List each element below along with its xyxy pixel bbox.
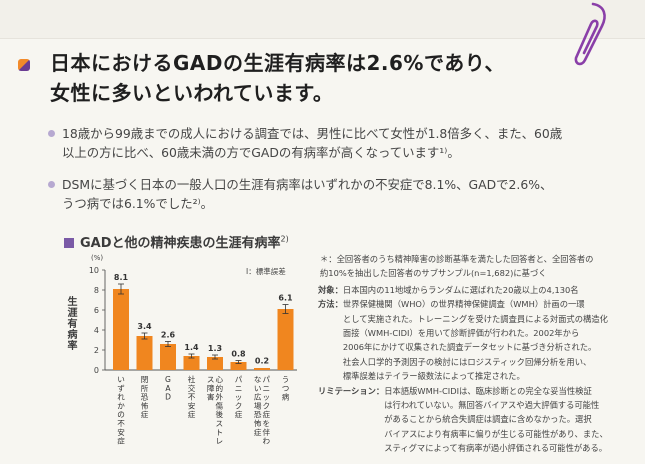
headline: 日本におけるGADの生涯有病率は2.6%であり、 女性に多いといわれています。	[18, 48, 618, 108]
x-tick-label: 心的外傷後ストレス障害	[207, 375, 224, 446]
data-label: 0.2	[255, 357, 269, 366]
bar	[183, 356, 200, 370]
x-tick-label: パニック症	[235, 375, 243, 419]
x-tick-label: パニック症を伴わない広場恐怖症	[254, 375, 271, 446]
data-label: 1.4	[184, 343, 199, 352]
y-tick-label: 0	[94, 366, 99, 375]
bar	[254, 368, 270, 370]
note-target: 対象： 日本国内の11地域からランダムに選ばれた20歳以上の4,130名	[318, 283, 623, 297]
y-tick-label: 10	[89, 266, 99, 275]
bullet-list: 18歳から99歳までの成人における調査では、男性に比べて女性が1.8倍多く、また…	[48, 124, 622, 226]
x-tick-label: 社交不安症	[188, 374, 196, 419]
note-target-text: 日本国内の11地域からランダムに選ばれた20歳以上の4,130名	[342, 284, 579, 295]
data-label: 8.1	[114, 273, 129, 282]
data-label: 0.8	[231, 350, 246, 359]
section-square-icon	[64, 238, 74, 248]
data-label: 6.1	[278, 294, 293, 303]
data-label: 1.3	[208, 344, 222, 353]
bullet-dot-icon	[48, 181, 55, 188]
note-method-label: 方法：	[318, 299, 343, 310]
data-label: 3.4	[137, 322, 152, 331]
bullet-text: 18歳から99歳までの成人における調査では、男性に比べて女性が1.8倍多く、また…	[62, 126, 563, 160]
bullet-dot-icon	[48, 130, 55, 137]
note-limitation: リミテーション： 日本語版WMH-CIDIは、臨床診断との完全な妥当性検証 は行…	[318, 384, 623, 456]
bar	[160, 344, 176, 370]
headline-marker-icon	[18, 59, 30, 71]
prevalence-chart: 生涯有病率 (%) 0 2 4 6 8 10 I：標準誤差 8.1 いずれかの不安症 3.4 閉所恐怖…	[50, 250, 310, 460]
y-unit-label: (%)	[91, 254, 103, 262]
bar	[113, 289, 129, 370]
note-limit-text: 日本語版WMH-CIDIは、臨床診断との完全な妥当性検証 は行われていない。無回…	[384, 385, 608, 454]
bullet-item: DSMに基づく日本の一般人口の生涯有病率はいずれかの不安症で8.1%、GADで2…	[48, 175, 622, 213]
y-tick-label: 6	[94, 306, 99, 315]
note-method-text: 世界保健機関（WHO）の世界精神保健調査（WMH）計画の一環 として実施された。…	[342, 299, 608, 382]
headline-line-1: 日本におけるGADの生涯有病率は2.6%であり、	[50, 51, 505, 75]
chart-legend: I：標準誤差	[246, 266, 286, 276]
y-tick-label: 4	[94, 326, 99, 335]
note-target-label: 対象：	[318, 284, 343, 295]
chart-svg: (%) 0 2 4 6 8 10 I：標準誤差 8.1 いずれかの不安症 3.4 閉所恐怖症 2.6 G A…	[89, 254, 297, 446]
y-tick-label: 2	[94, 346, 99, 355]
top-band	[0, 0, 645, 39]
bullet-text: DSMに基づく日本の一般人口の生涯有病率はいずれかの不安症で8.1%、GADで2…	[62, 177, 553, 211]
note-method: 方法： 世界保健機関（WHO）の世界精神保健調査（WMH）計画の一環 として実施…	[318, 297, 623, 383]
x-tick-label: 閉所恐怖症	[141, 375, 149, 419]
x-tick-label: うつ病	[282, 375, 290, 402]
section-title-text: GADと他の精神疾患の生涯有病率	[80, 236, 281, 251]
bullet-item: 18歳から99歳までの成人における調査では、男性に比べて女性が1.8倍多く、また…	[48, 124, 622, 162]
bar	[136, 336, 153, 370]
bar	[230, 362, 247, 370]
y-tick-label: 8	[94, 286, 99, 295]
paperclip-icon	[574, 2, 606, 66]
section-title: GADと他の精神疾患の生涯有病率2)	[64, 232, 289, 251]
data-label: 2.6	[161, 331, 176, 340]
note-star: ＊：全回答者のうち精神障害の診断基準を満たした回答者と、全回答者の 約10%を抽…	[320, 254, 594, 279]
x-tick-label: いずれかの不安症	[117, 375, 125, 446]
headline-line-2: 女性に多いといわれています。	[50, 81, 334, 105]
note-limit-label: リミテーション：	[318, 385, 385, 396]
chart-ylabel: 生涯有病率	[65, 296, 76, 351]
bar	[277, 309, 294, 370]
bar	[207, 357, 223, 370]
notes: ＊：全回答者のうち精神障害の診断基準を満たした回答者と、全回答者の 約10%を抽…	[318, 252, 623, 456]
section-ref: 2)	[280, 234, 289, 244]
